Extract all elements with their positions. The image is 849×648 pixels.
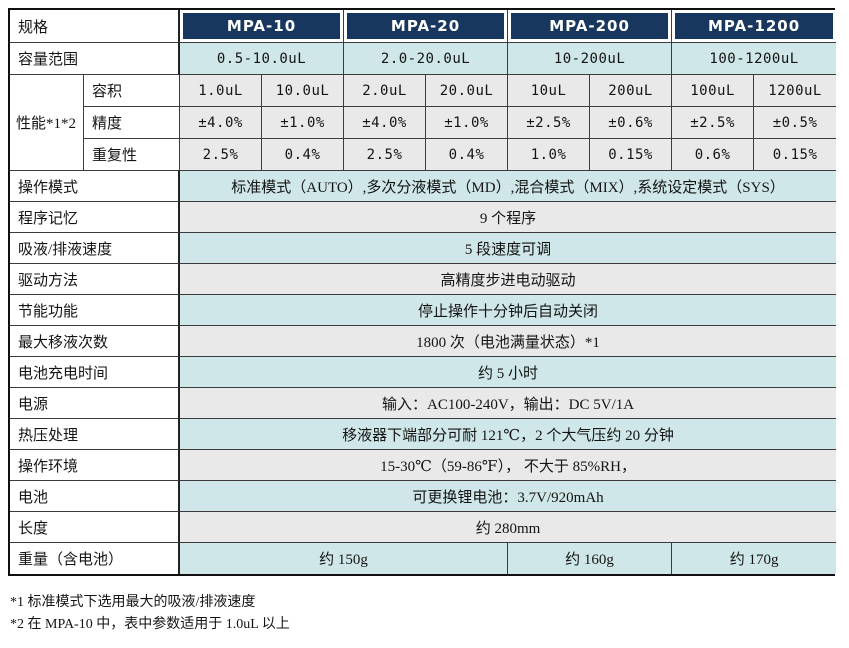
row-label: 程序记忆 bbox=[10, 202, 181, 233]
volume-cell: 20.0uL bbox=[426, 75, 509, 107]
row-label: 重量（含电池） bbox=[10, 543, 181, 574]
capacity-row: 容量范围 0.5-10.0uL 2.0-20.0uL 10-200uL 100-… bbox=[10, 43, 837, 75]
performance-group-label: 性能*1*2 bbox=[10, 75, 84, 171]
table-row: 长度 约 280mm bbox=[10, 512, 837, 543]
row-label: 操作环境 bbox=[10, 450, 181, 481]
repeatability-cell: 1.0% bbox=[508, 139, 591, 171]
table-row: 电池 可更换锂电池：3.7V/920mAh bbox=[10, 481, 837, 512]
table-row: 电池充电时间 约 5 小时 bbox=[10, 357, 837, 388]
capacity-cell: 0.5-10.0uL bbox=[180, 43, 345, 75]
accuracy-cell: ±4.0% bbox=[344, 107, 427, 139]
table-row: 操作环境 15-30℃（59-86℉）， 不大于 85%RH， bbox=[10, 450, 837, 481]
repeatability-cell: 0.15% bbox=[754, 139, 837, 171]
row-label: 吸液/排液速度 bbox=[10, 233, 181, 264]
row-label: 热压处理 bbox=[10, 419, 181, 450]
footnotes: *1 标准模式下选用最大的吸液/排液速度 *2 在 MPA-10 中，表中参数适… bbox=[10, 592, 710, 636]
volume-cell: 2.0uL bbox=[344, 75, 427, 107]
row-label: 驱动方法 bbox=[10, 264, 181, 295]
volume-cell: 10uL bbox=[508, 75, 591, 107]
performance-volume-row: 性能*1*2 容积 1.0uL 10.0uL 2.0uL 20.0uL 10uL… bbox=[10, 75, 837, 171]
sub-row-label: 重复性 bbox=[84, 139, 181, 171]
performance-accuracy-row: 精度 ±4.0% ±1.0% ±4.0% ±1.0% ±2.5% ±0.6% ±… bbox=[10, 107, 837, 139]
table-row: 节能功能 停止操作十分钟后自动关闭 bbox=[10, 295, 837, 326]
weight-cell: 约 160g bbox=[508, 543, 673, 574]
row-label: 电池 bbox=[10, 481, 181, 512]
repeatability-cell: 2.5% bbox=[344, 139, 427, 171]
row-value: 可更换锂电池：3.7V/920mAh bbox=[180, 481, 837, 512]
row-value: 9 个程序 bbox=[180, 202, 837, 233]
sub-row-label: 精度 bbox=[84, 107, 181, 139]
weight-cell: 约 150g bbox=[180, 543, 509, 574]
row-label: 最大移液次数 bbox=[10, 326, 181, 357]
footnote-2: *2 在 MPA-10 中，表中参数适用于 1.0uL 以上 bbox=[10, 617, 290, 632]
table-row: 电源 输入：AC100-240V，输出：DC 5V/1A bbox=[10, 388, 837, 419]
row-value: 标准模式（AUTO）,多次分液模式（MD）,混合模式（MIX）,系统设定模式（S… bbox=[180, 171, 837, 202]
repeatability-cell: 0.6% bbox=[672, 139, 755, 171]
row-label: 操作模式 bbox=[10, 171, 181, 202]
model-header-mpa-1200: MPA-1200 bbox=[672, 10, 837, 43]
table-row: 驱动方法 高精度步进电动驱动 bbox=[10, 264, 837, 295]
row-label: 节能功能 bbox=[10, 295, 181, 326]
capacity-cell: 2.0-20.0uL bbox=[344, 43, 509, 75]
row-value: 15-30℃（59-86℉）， 不大于 85%RH， bbox=[180, 450, 837, 481]
spec-table: 规格 MPA-10 MPA-20 MPA-200 MPA-1200 容量范围 0… bbox=[8, 8, 837, 576]
repeatability-cell: 0.15% bbox=[590, 139, 673, 171]
row-label: 电源 bbox=[10, 388, 181, 419]
sub-row-label: 容积 bbox=[84, 75, 181, 107]
row-value: 5 段速度可调 bbox=[180, 233, 837, 264]
spec-header-cell: 规格 bbox=[10, 10, 181, 43]
accuracy-cell: ±0.5% bbox=[754, 107, 837, 139]
row-label: 容量范围 bbox=[10, 43, 181, 75]
header-row: 规格 MPA-10 MPA-20 MPA-200 MPA-1200 bbox=[10, 10, 837, 43]
row-label: 长度 bbox=[10, 512, 181, 543]
row-value: 约 280mm bbox=[180, 512, 837, 543]
table-row: 热压处理 移液器下端部分可耐 121℃，2 个大气压约 20 分钟 bbox=[10, 419, 837, 450]
model-header-mpa-20: MPA-20 bbox=[344, 10, 509, 43]
row-value: 停止操作十分钟后自动关闭 bbox=[180, 295, 837, 326]
table-row: 程序记忆 9 个程序 bbox=[10, 202, 837, 233]
row-value: 1800 次（电池满量状态）*1 bbox=[180, 326, 837, 357]
footnote-1: *1 标准模式下选用最大的吸液/排液速度 bbox=[10, 595, 256, 610]
row-value: 移液器下端部分可耐 121℃，2 个大气压约 20 分钟 bbox=[180, 419, 837, 450]
accuracy-cell: ±0.6% bbox=[590, 107, 673, 139]
row-value: 高精度步进电动驱动 bbox=[180, 264, 837, 295]
accuracy-cell: ±2.5% bbox=[508, 107, 591, 139]
model-header-mpa-10: MPA-10 bbox=[180, 10, 345, 43]
volume-cell: 1200uL bbox=[754, 75, 837, 107]
table-row: 吸液/排液速度 5 段速度可调 bbox=[10, 233, 837, 264]
row-value: 输入：AC100-240V，输出：DC 5V/1A bbox=[180, 388, 837, 419]
weight-cell: 约 170g bbox=[672, 543, 837, 574]
volume-cell: 200uL bbox=[590, 75, 673, 107]
capacity-cell: 10-200uL bbox=[508, 43, 673, 75]
capacity-cell: 100-1200uL bbox=[672, 43, 837, 75]
accuracy-cell: ±4.0% bbox=[180, 107, 263, 139]
weight-row: 重量（含电池） 约 150g 约 160g 约 170g bbox=[10, 543, 837, 574]
row-value: 约 5 小时 bbox=[180, 357, 837, 388]
accuracy-cell: ±1.0% bbox=[426, 107, 509, 139]
volume-cell: 100uL bbox=[672, 75, 755, 107]
repeatability-cell: 0.4% bbox=[262, 139, 345, 171]
model-header-mpa-200: MPA-200 bbox=[508, 10, 673, 43]
row-label: 电池充电时间 bbox=[10, 357, 181, 388]
accuracy-cell: ±2.5% bbox=[672, 107, 755, 139]
repeatability-cell: 2.5% bbox=[180, 139, 263, 171]
accuracy-cell: ±1.0% bbox=[262, 107, 345, 139]
volume-cell: 1.0uL bbox=[180, 75, 263, 107]
table-row: 最大移液次数 1800 次（电池满量状态）*1 bbox=[10, 326, 837, 357]
performance-repeatability-row: 重复性 2.5% 0.4% 2.5% 0.4% 1.0% 0.15% 0.6% … bbox=[10, 139, 837, 171]
table-row: 操作模式 标准模式（AUTO）,多次分液模式（MD）,混合模式（MIX）,系统设… bbox=[10, 171, 837, 202]
repeatability-cell: 0.4% bbox=[426, 139, 509, 171]
volume-cell: 10.0uL bbox=[262, 75, 345, 107]
